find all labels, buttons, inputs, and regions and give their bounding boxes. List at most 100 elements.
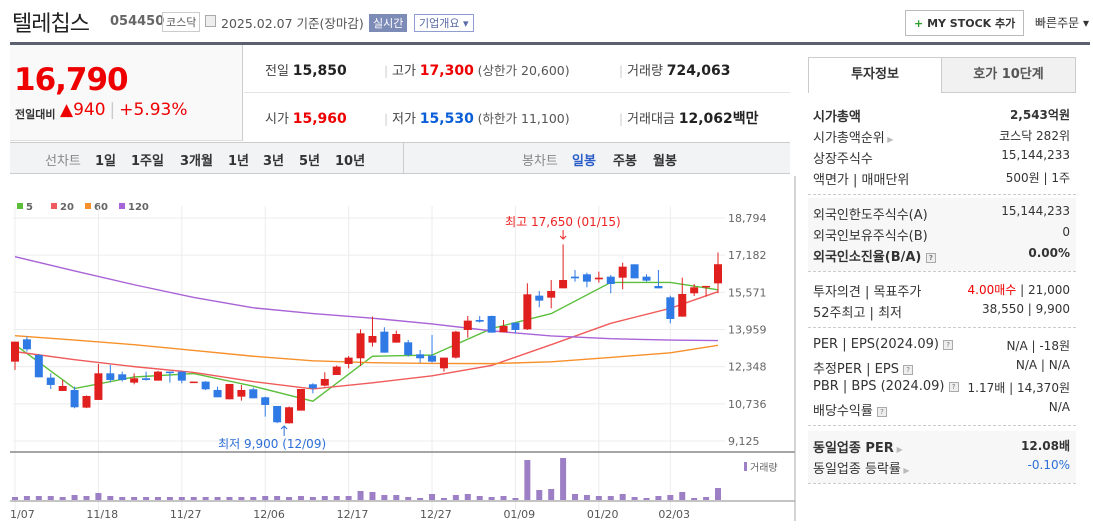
volume-bar <box>23 496 30 500</box>
row-label[interactable]: 동일업종 PER <box>813 441 894 456</box>
help-icon[interactable]: ? <box>948 381 959 392</box>
candle <box>368 316 377 347</box>
divider <box>808 425 1076 426</box>
row-value: N/A <box>1049 400 1070 419</box>
tab-line-4[interactable]: 3년 <box>263 154 285 169</box>
my-stock-add-button[interactable]: + MY STOCK 추가 <box>905 10 1025 36</box>
tab-investment-info[interactable]: 투자정보 <box>808 57 942 93</box>
value-text: 15,144,233 <box>1001 204 1070 218</box>
candle <box>82 395 91 409</box>
tab-candle-1[interactable]: 주봉 <box>613 154 637 169</box>
chart-period-tabs <box>10 142 790 174</box>
volume-bar <box>429 494 436 500</box>
value-text: 15,144,233 <box>1001 148 1070 162</box>
volume-bar <box>583 495 590 500</box>
candle <box>642 274 651 282</box>
volume-bar <box>500 496 507 500</box>
volume-bar <box>667 495 674 500</box>
arrow-right-icon[interactable]: ▶ <box>900 466 910 475</box>
tab-candle-2[interactable]: 월봉 <box>653 154 677 169</box>
volume-bar <box>274 496 281 500</box>
row-value: 0.00% <box>1028 246 1070 265</box>
tab-line-0[interactable]: 1일 <box>95 154 117 169</box>
volume-bar <box>643 498 650 500</box>
value-text: 2,543억원 <box>1009 108 1070 122</box>
svg-text:120: 120 <box>128 202 149 213</box>
x-tick-label: 11/27 <box>170 508 202 521</box>
volume-bar <box>488 497 495 500</box>
volume-bar <box>405 497 412 500</box>
volume-bar <box>393 495 400 500</box>
amount-unit: 백만 <box>732 111 759 127</box>
volume-bar <box>238 497 245 500</box>
row-value: 15,144,233 <box>1001 148 1070 167</box>
tab-order-book[interactable]: 호가 10단계 <box>941 57 1076 93</box>
row-key: 상장주식수 <box>813 148 873 167</box>
tab-line-2[interactable]: 3개월 <box>180 154 213 169</box>
tab-line-5[interactable]: 5년 <box>299 154 321 169</box>
volume-bar <box>297 496 304 500</box>
candle <box>118 371 127 382</box>
candle <box>428 334 437 363</box>
quick-order-dropdown[interactable]: 빠른주문 ▾ <box>1035 16 1089 30</box>
realtime-button[interactable]: 실시간 <box>369 14 408 32</box>
row-key: PBR | BPS (2024.09) ? <box>813 379 959 396</box>
help-icon[interactable]: ? <box>876 406 887 417</box>
arrow-right-icon[interactable]: ▶ <box>884 135 894 144</box>
arrow-down-icon <box>559 230 567 240</box>
tab-candle-0[interactable]: 일봉 <box>572 154 596 169</box>
candle <box>547 279 556 309</box>
panel-row: 52주최고 | 최저 38,550 | 9,900 <box>813 302 1070 321</box>
row-label: 액면가 | 매매단위 <box>813 173 910 188</box>
calendar-icon <box>205 15 216 27</box>
value-text: 0 <box>1062 225 1070 239</box>
volume-bar <box>595 496 602 500</box>
volume-bar <box>619 494 626 500</box>
candle <box>690 283 699 296</box>
candle <box>392 330 401 343</box>
candle <box>130 373 139 385</box>
row-label[interactable]: 시가총액순위 <box>813 131 885 146</box>
help-icon[interactable]: ? <box>943 339 954 350</box>
low-price: 15,530 <box>419 111 474 127</box>
row-label[interactable]: 동일업종 등락률 <box>813 462 901 477</box>
panel-row: 외국인소진율(B/A) ? 0.00% <box>813 246 1070 265</box>
volume-bar <box>95 493 102 500</box>
candle <box>344 355 353 369</box>
value-text: N/A | N/A <box>1015 358 1070 372</box>
tab-line-6[interactable]: 10년 <box>335 154 366 169</box>
value-text: 코스닥 282위 <box>999 129 1070 143</box>
row-value: 2,543억원 <box>1010 106 1070 125</box>
company-overview-dropdown[interactable]: 기업개요 ▾ <box>414 14 474 32</box>
x-tick-label: 12/17 <box>337 508 369 521</box>
ma-line-120 <box>14 255 719 342</box>
volume-legend: 거래량 <box>750 462 778 474</box>
svg-text:60: 60 <box>94 202 108 213</box>
divider <box>10 42 1090 45</box>
candle <box>189 381 198 384</box>
tab-line-1[interactable]: 1주일 <box>131 154 164 169</box>
candle <box>320 372 329 387</box>
help-icon[interactable]: ? <box>925 252 936 263</box>
candle <box>332 365 341 375</box>
x-tick-label: 12/27 <box>420 508 452 521</box>
candle <box>511 322 520 334</box>
volume-bar <box>202 497 209 500</box>
tab-line-3[interactable]: 1년 <box>228 154 250 169</box>
arrow-right-icon[interactable]: ▶ <box>893 445 903 454</box>
x-tick-label: 11/18 <box>86 508 118 521</box>
row-label: 투자의견 | 목표주가 <box>813 285 922 300</box>
panel-row: PER | EPS(2024.09) ? N/A | -18원 <box>813 337 1070 354</box>
help-icon[interactable]: ? <box>903 364 914 375</box>
panel-row: 배당수익률 ? N/A <box>813 400 1070 419</box>
summary-row-1 <box>244 45 790 93</box>
candle <box>714 252 722 294</box>
volume-bar <box>143 497 150 500</box>
high-label: 고가 <box>392 64 416 79</box>
panel-row: 시가총액순위 ▶ 코스닥 282위 <box>813 127 1070 146</box>
candle <box>523 283 532 330</box>
row-key: 동일업종 등락률 ▶ <box>813 458 910 477</box>
open-label: 시가 <box>265 112 289 127</box>
row-value: 500원 | 1주 <box>1006 169 1070 188</box>
volume-bar <box>524 460 531 500</box>
